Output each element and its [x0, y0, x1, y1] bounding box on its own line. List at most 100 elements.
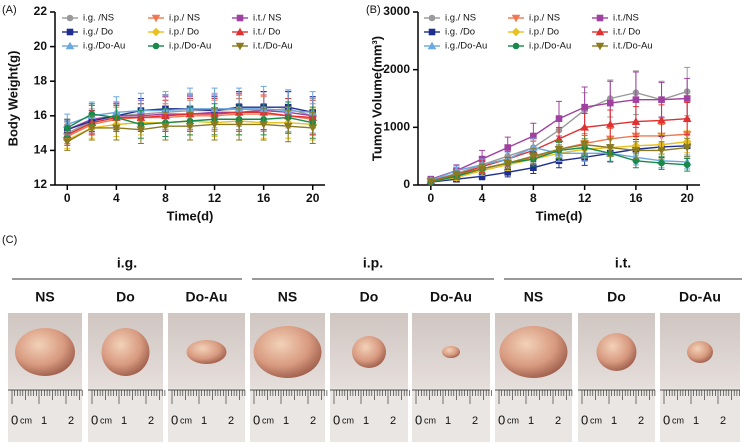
ruler-label: 2 — [472, 415, 478, 427]
y-axis-title: Body Weight(g) — [5, 51, 20, 147]
legend-label: i.t./ NS — [253, 13, 282, 24]
sample-label: Do-Au — [430, 289, 472, 305]
group-label: i.t. — [615, 255, 631, 271]
ruler — [168, 388, 245, 442]
x-axis-title: Time(d) — [536, 208, 583, 223]
point — [682, 144, 692, 152]
legend-marker — [511, 27, 521, 37]
x-tick-label: 16 — [629, 191, 643, 205]
ruler-label: cm — [20, 415, 32, 425]
ruler-label: 0 — [91, 412, 98, 427]
legend-label: i.t./Do-Au — [613, 41, 653, 52]
point — [682, 114, 692, 122]
legend-marker — [151, 14, 161, 23]
group-label: i.g. — [117, 255, 137, 271]
point — [580, 123, 589, 131]
legend-label: i.p./ NS — [529, 13, 560, 24]
point — [632, 96, 640, 103]
x-tick-label: 4 — [113, 191, 120, 205]
ruler-label: 1 — [283, 415, 289, 427]
point — [283, 122, 293, 131]
point — [210, 121, 219, 129]
photo: 0 cm 1 2 — [8, 313, 83, 442]
ruler-label: 0 — [498, 412, 505, 427]
legend-label: i.p./ Do — [169, 27, 199, 38]
point — [580, 141, 589, 149]
ruler-label: 0 — [663, 412, 670, 427]
ruler-label: 1 — [528, 415, 534, 427]
photo: 0 cm 1 2 — [250, 313, 328, 442]
point — [658, 159, 665, 167]
point — [605, 120, 615, 128]
legend-marker — [595, 42, 605, 51]
panel-label: (C) — [2, 234, 17, 246]
legend-marker — [428, 28, 436, 36]
ruler-label: 0 — [253, 412, 260, 427]
ruler — [660, 388, 740, 442]
ruler — [330, 388, 408, 442]
ruler-label: cm — [262, 415, 274, 425]
x-tick-label: 8 — [530, 191, 537, 205]
legend-marker — [427, 41, 437, 50]
ruler-label: 2 — [228, 415, 234, 427]
y-tick-label: 22 — [34, 4, 48, 18]
point — [452, 171, 461, 179]
ruler-label: 0 — [171, 412, 178, 427]
tumor — [186, 340, 227, 364]
ruler-label: 2 — [68, 415, 74, 427]
point — [605, 144, 615, 152]
ruler-label: 0 — [333, 412, 340, 427]
sample-label: Do — [607, 289, 626, 305]
legend-label: i.t./Do-Au — [253, 41, 293, 52]
ruler-label: 1 — [201, 415, 207, 427]
tumor — [15, 328, 75, 376]
legend-marker — [152, 42, 160, 50]
point — [683, 95, 691, 102]
sample-label: NS — [35, 289, 54, 305]
sample-label: Do — [116, 289, 135, 305]
ruler-label: 2 — [555, 415, 561, 427]
sample-label: NS — [278, 289, 297, 305]
ruler-label: cm — [180, 415, 192, 425]
legend-label: i.g. /NS — [83, 13, 114, 24]
legend-marker — [596, 14, 604, 22]
point — [631, 147, 641, 155]
y-tick-label: 16 — [34, 108, 48, 122]
legend-marker — [65, 41, 75, 50]
ruler-label: cm — [672, 415, 684, 425]
point — [259, 121, 268, 129]
y-tick-label: 18 — [34, 73, 48, 87]
photo: 0 cm 1 2 — [330, 313, 410, 442]
sample-label: Do — [360, 289, 379, 305]
ruler-label: 2 — [148, 415, 154, 427]
sample-label: Do-Au — [186, 289, 228, 305]
legend-marker — [66, 14, 74, 22]
ruler-label: 1 — [363, 415, 369, 427]
point — [112, 124, 121, 133]
ruler-label: cm — [590, 415, 602, 425]
ruler — [88, 388, 163, 442]
point — [606, 99, 614, 107]
x-tick-label: 12 — [208, 191, 222, 205]
point — [234, 121, 244, 129]
y-axis-title: Tumor Volume(mm³) — [369, 36, 384, 161]
point — [657, 116, 666, 124]
tumor — [253, 326, 322, 378]
point — [631, 117, 641, 125]
x-tick-label: 12 — [578, 191, 592, 205]
y-tick-label: 14 — [34, 143, 48, 157]
point — [161, 122, 170, 131]
legend-marker — [66, 28, 74, 36]
legend-marker — [151, 27, 161, 37]
group-label: i.p. — [363, 255, 383, 271]
x-tick-label: 4 — [479, 191, 486, 205]
point — [308, 124, 318, 133]
panel-label: (A) — [2, 4, 17, 16]
legend-label: i.g./ Do — [83, 27, 113, 38]
legend-marker — [235, 27, 245, 36]
tumor — [596, 333, 637, 371]
ruler-label: 1 — [693, 415, 699, 427]
point — [63, 124, 71, 132]
point — [581, 103, 588, 111]
y-tick-label: 2000 — [383, 62, 410, 76]
